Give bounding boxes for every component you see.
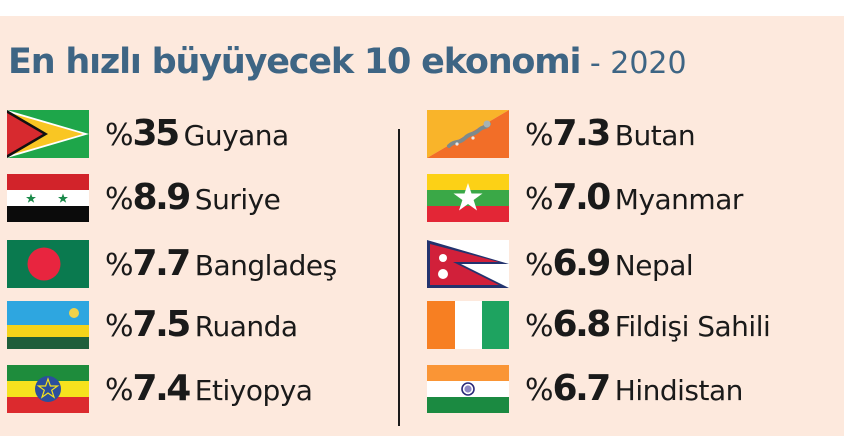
growth-value: 7.4 [132, 368, 192, 409]
country-name: Fildişi Sahili [614, 310, 771, 343]
percent-sign: % [525, 309, 553, 344]
growth-value: 7.7 [132, 243, 192, 284]
percent-sign: % [525, 248, 553, 283]
country-label: %6.7 Hindistan [525, 369, 743, 415]
growth-value: 7.5 [132, 304, 192, 345]
country-name: Butan [614, 119, 696, 152]
bangladesh-flag-icon [7, 240, 89, 288]
percent-sign: % [105, 373, 133, 408]
country-name: Bangladeş [194, 249, 337, 282]
country-label: %6.9 Nepal [525, 243, 694, 290]
country-label: %7.0 Myanmar [525, 178, 743, 224]
country-label: %7.5 Ruanda [105, 305, 298, 351]
growth-value: 7.0 [552, 177, 612, 218]
percent-sign: % [105, 118, 133, 153]
growth-value: 6.7 [552, 368, 612, 409]
country-label: %35 Guyana [105, 114, 289, 160]
country-label: %7.4 Etiyopya [105, 368, 313, 415]
infographic-panel: En hızlı büyüyecek 10 ekonomi - 2020 %35… [0, 16, 844, 436]
bhutan-flag-icon [427, 110, 509, 158]
title-main: En hızlı büyüyecek 10 ekonomi [8, 42, 582, 82]
country-name: Nepal [614, 249, 694, 282]
column-divider [398, 129, 400, 426]
growth-value: 6.9 [552, 243, 612, 284]
growth-value: 7.3 [552, 113, 612, 154]
title-year: 2020 [610, 46, 687, 81]
page-title: En hızlı büyüyecek 10 ekonomi - 2020 [8, 45, 687, 80]
country-name: Guyana [183, 119, 290, 152]
rwanda-flag-icon [7, 301, 89, 349]
ivory-coast-flag-icon [427, 301, 509, 349]
country-name: Myanmar [614, 183, 744, 216]
country-label: %7.3 Butan [525, 113, 696, 160]
syria-flag-icon [7, 174, 89, 222]
country-name: Ruanda [194, 310, 298, 343]
percent-sign: % [105, 309, 133, 344]
percent-sign: % [105, 248, 133, 283]
growth-value: 35 [132, 113, 181, 154]
country-name: Suriye [194, 183, 281, 216]
country-label: %8.9 Suriye [105, 177, 281, 224]
myanmar-flag-icon [427, 174, 509, 222]
title-separator: - [580, 46, 611, 81]
india-flag-icon [427, 365, 509, 413]
percent-sign: % [525, 118, 553, 153]
guyana-flag-icon [7, 110, 89, 158]
country-label: %6.8 Fildişi Sahili [525, 304, 771, 351]
country-name: Hindistan [614, 374, 744, 407]
percent-sign: % [525, 373, 553, 408]
growth-value: 6.8 [552, 304, 612, 345]
nepal-flag-icon [427, 240, 509, 288]
country-name: Etiyopya [194, 374, 313, 407]
percent-sign: % [525, 182, 553, 217]
percent-sign: % [105, 182, 133, 217]
country-label: %7.7 Bangladeş [105, 244, 337, 290]
growth-value: 8.9 [132, 177, 192, 218]
ethiopia-flag-icon [7, 365, 89, 413]
